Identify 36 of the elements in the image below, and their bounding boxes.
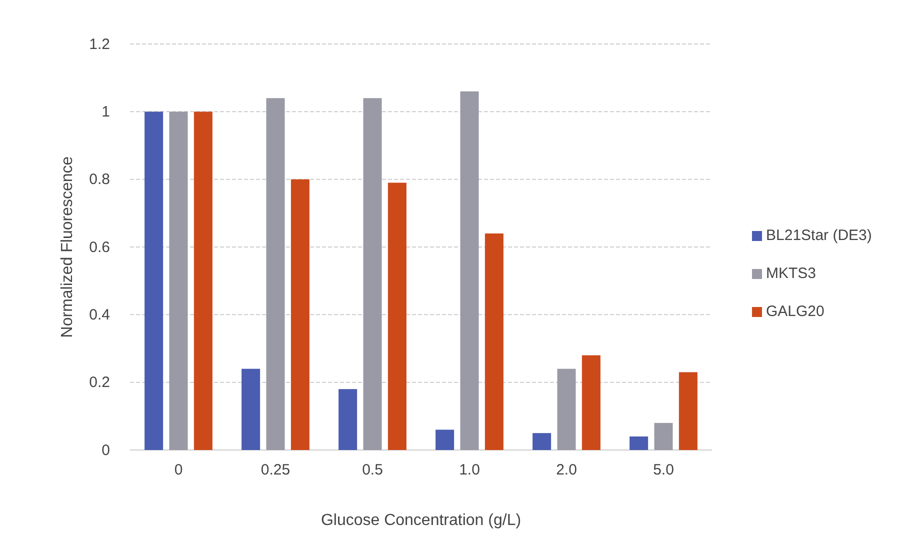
bar bbox=[290, 179, 310, 450]
bar bbox=[363, 98, 382, 450]
bar bbox=[242, 368, 260, 450]
bar bbox=[388, 182, 406, 450]
y-axis-title: Normalized Fluorescence bbox=[59, 156, 76, 338]
bar bbox=[532, 433, 552, 450]
y-tick-label: 1.2 bbox=[89, 36, 110, 53]
bar bbox=[338, 389, 358, 450]
y-tick-label: 0.6 bbox=[89, 238, 110, 256]
y-tick-label: 0 bbox=[102, 442, 110, 459]
x-tick-label: 0.25 bbox=[260, 462, 290, 479]
x-tick-label: 2.0 bbox=[556, 462, 577, 479]
legend-label: BL21Star (DE3) bbox=[766, 227, 872, 244]
bar bbox=[169, 112, 188, 450]
bar bbox=[484, 233, 504, 450]
y-tick-label: 0.2 bbox=[89, 374, 110, 392]
bar bbox=[266, 98, 285, 450]
bar bbox=[654, 422, 673, 450]
x-tick-label: 0.5 bbox=[362, 462, 383, 479]
x-tick-label: 1.0 bbox=[459, 462, 480, 479]
y-tick-label: 0.8 bbox=[89, 171, 110, 188]
legend-label: GALG20 bbox=[766, 303, 824, 320]
bar bbox=[460, 91, 479, 450]
bar bbox=[630, 436, 648, 450]
legend-label: MKTS3 bbox=[766, 265, 816, 282]
x-tick-label: 0 bbox=[174, 462, 183, 479]
x-axis-title: Glucose Concentration (g/L) bbox=[320, 512, 522, 529]
y-tick-label: 1 bbox=[102, 103, 110, 120]
bar bbox=[557, 368, 576, 450]
bar bbox=[678, 372, 698, 450]
x-tick-label: 5.0 bbox=[653, 462, 674, 479]
y-tick-label: 0.4 bbox=[89, 306, 110, 324]
bar bbox=[194, 112, 212, 450]
bar bbox=[436, 430, 454, 450]
bar bbox=[582, 355, 600, 450]
bar bbox=[144, 112, 164, 450]
